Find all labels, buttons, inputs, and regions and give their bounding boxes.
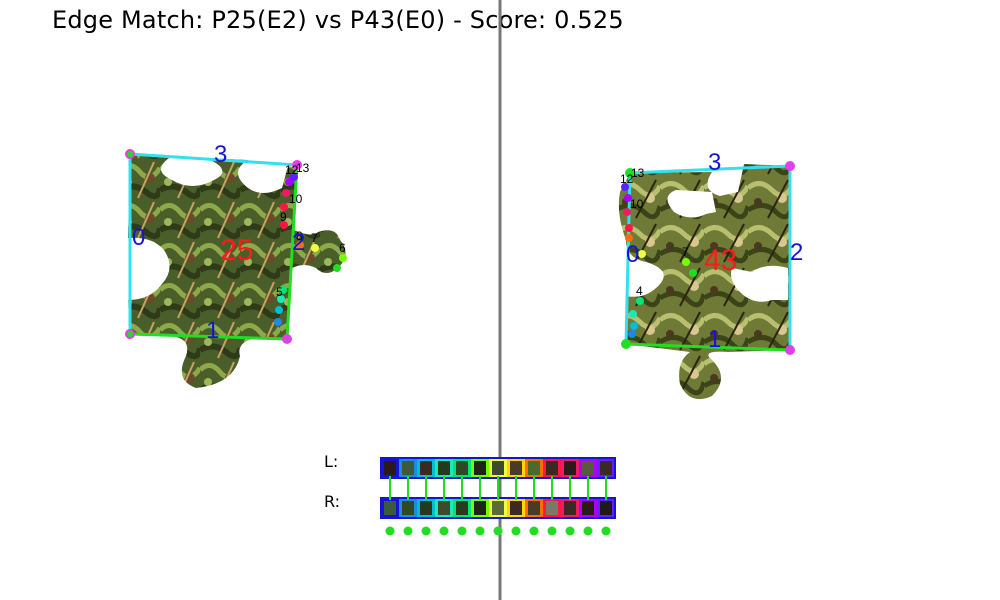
match-dot (511, 526, 521, 536)
match-dot (547, 526, 557, 536)
left-strip-cell (381, 458, 399, 478)
left-piece: 12 13 10 9 8 7 6 5 0 1 2 3 25 (125, 141, 347, 388)
right-strip-cell (597, 498, 615, 518)
left-strip-cell (507, 458, 525, 478)
edge-label-0: 0 (132, 224, 145, 251)
right-strip-cell (489, 498, 507, 518)
point-label: 12 (285, 163, 299, 177)
match-dot (475, 526, 485, 536)
strip-label-left: L: (324, 452, 339, 471)
right-strip-cell (507, 498, 525, 518)
match-dot (565, 526, 575, 536)
edge-label-3: 3 (708, 149, 721, 176)
match-dot (601, 526, 611, 536)
right-strip-cell (399, 498, 417, 518)
right-strip-cell (561, 498, 579, 518)
match-dot (403, 526, 413, 536)
match-dot (421, 526, 431, 536)
right-piece-image (618, 164, 790, 400)
point-label: 6 (339, 241, 346, 255)
corner-marker (292, 160, 302, 170)
corner-marker (282, 334, 292, 344)
right-strip-cell (435, 498, 453, 518)
left-strip-cell (435, 458, 453, 478)
edge-label-1: 1 (708, 326, 721, 353)
point-label: 7 (311, 231, 318, 245)
left-piece-image (128, 154, 346, 388)
piece-id-label: 25 (220, 234, 253, 267)
page-title: Edge Match: P25(E2) vs P43(E0) - Score: … (52, 6, 624, 34)
right-strip-cell (579, 498, 597, 518)
right-strip-cell (525, 498, 543, 518)
left-strip-cell (453, 458, 471, 478)
right-strip-cell (453, 498, 471, 518)
left-strip-cell (489, 458, 507, 478)
point-label: 10 (289, 192, 303, 206)
left-strip-cell (471, 458, 489, 478)
right-strip-cell (543, 498, 561, 518)
point-label: 4 (636, 284, 643, 298)
right-strip-cell (381, 498, 399, 518)
right-piece: 12 13 10 7 4 0 1 2 3 43 (618, 149, 803, 400)
match-dot (385, 526, 395, 536)
edge-label-2: 2 (790, 239, 803, 266)
left-strip-cell (525, 458, 543, 478)
edge-label-3: 3 (214, 141, 227, 168)
match-dot (583, 526, 593, 536)
left-strip-cell (561, 458, 579, 478)
right-strip-cell (471, 498, 489, 518)
strip-label-right: R: (324, 492, 341, 511)
match-dot (457, 526, 467, 536)
corner-marker (625, 168, 635, 178)
point-label: 12 (620, 172, 634, 186)
point-label: 8 (296, 229, 303, 243)
edge-label-0: 0 (626, 241, 639, 268)
match-dot (439, 526, 449, 536)
left-strip-cell (417, 458, 435, 478)
edge-strip-comparison (380, 457, 616, 536)
left-strip-cell (597, 458, 615, 478)
right-strip-cell (417, 498, 435, 518)
point-label: 7 (682, 245, 689, 259)
corner-marker (785, 161, 795, 171)
match-dot (529, 526, 539, 536)
point-label: 5 (276, 285, 283, 299)
corner-marker (785, 345, 795, 355)
left-strip-cell (399, 458, 417, 478)
corner-marker (621, 339, 631, 349)
left-strip-cell (543, 458, 561, 478)
left-strip-cell (579, 458, 597, 478)
piece-id-label: 43 (704, 244, 737, 277)
edge-label-1: 1 (206, 317, 219, 344)
edge-label-2: 2 (292, 229, 305, 256)
point-label: 13 (296, 161, 310, 175)
point-label: 13 (631, 166, 645, 180)
point-label: 9 (280, 210, 287, 224)
point-label: 10 (630, 197, 644, 211)
match-dot (493, 526, 503, 536)
